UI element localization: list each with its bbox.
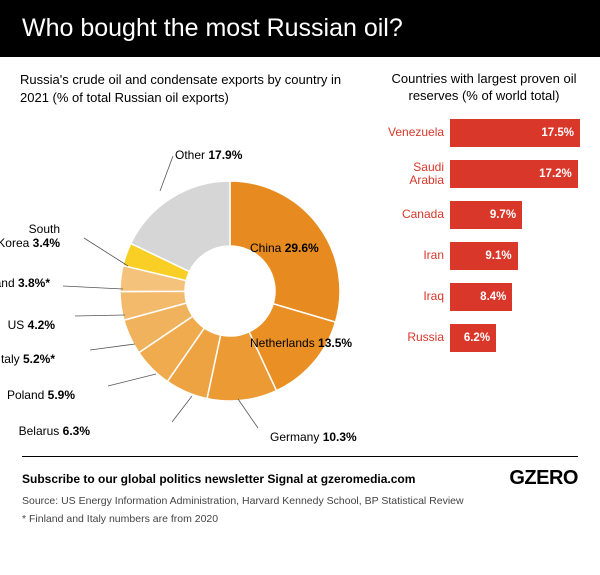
bar-country-label: Iran	[388, 249, 450, 262]
leader-line	[160, 156, 173, 191]
bar-subtitle: Countries with largest proven oil reserv…	[388, 71, 580, 105]
bar-row: Iran 9.1%	[388, 242, 580, 270]
bar-pct-label: 9.7%	[490, 209, 516, 221]
bar-country-label: Venezuela	[388, 126, 450, 139]
slice-label: US 4.2%	[8, 318, 55, 332]
slice-label: Netherlands 13.5%	[250, 336, 352, 350]
bar-pct-label: 17.5%	[541, 127, 574, 139]
bar-track: 17.5%	[450, 119, 580, 147]
bar-pct-label: 9.1%	[485, 250, 511, 262]
bar-fill: 17.2%	[450, 160, 578, 188]
bar-track: 17.2%	[450, 160, 580, 188]
bar-column: Countries with largest proven oil reserv…	[388, 71, 580, 446]
leader-line	[238, 399, 258, 428]
subscribe-text: Subscribe to our global politics newslet…	[22, 472, 415, 486]
bar-country-label: SaudiArabia	[388, 161, 450, 187]
slice-label: Finland 3.8%*	[0, 276, 50, 290]
leader-line	[108, 374, 156, 386]
pie-subtitle: Russia's crude oil and condensate export…	[20, 71, 370, 106]
bar-pct-label: 6.2%	[464, 332, 490, 344]
bar-row: Iraq 8.4%	[388, 283, 580, 311]
content-area: Russia's crude oil and condensate export…	[0, 57, 600, 456]
bar-fill: 8.4%	[450, 283, 512, 311]
leader-line	[172, 396, 192, 422]
bar-country-label: Russia	[388, 331, 450, 344]
slice-label: China 29.6%	[250, 241, 319, 255]
leader-line	[84, 238, 128, 266]
logo: GZERO	[509, 467, 578, 490]
bar-track: 9.7%	[450, 201, 580, 229]
bar-row: Venezuela 17.5%	[388, 119, 580, 147]
source-text: Source: US Energy Information Administra…	[22, 494, 578, 508]
bar-fill: 6.2%	[450, 324, 496, 352]
bar-pct-label: 8.4%	[480, 291, 506, 303]
asterisk-note: * Finland and Italy numbers are from 202…	[22, 512, 578, 526]
bar-track: 9.1%	[450, 242, 580, 270]
bar-chart: Venezuela 17.5% SaudiArabia 17.2% Canada 9.7%…	[388, 119, 580, 352]
bar-track: 6.2%	[450, 324, 580, 352]
slice-label: Belarus 6.3%	[19, 424, 90, 438]
bar-row: SaudiArabia 17.2%	[388, 160, 580, 188]
bar-fill: 17.5%	[450, 119, 580, 147]
donut-chart: China 29.6% Netherlands 13.5% Germany 10.3…	[20, 116, 370, 446]
slice-label: Germany 10.3%	[270, 430, 357, 444]
bar-fill: 9.7%	[450, 201, 522, 229]
bar-row: Canada 9.7%	[388, 201, 580, 229]
leader-line	[75, 315, 125, 316]
bar-fill: 9.1%	[450, 242, 518, 270]
bar-track: 8.4%	[450, 283, 580, 311]
page-title: Who bought the most Russian oil?	[22, 14, 403, 42]
bar-pct-label: 17.2%	[539, 168, 572, 180]
pie-column: Russia's crude oil and condensate export…	[20, 71, 370, 446]
slice-label: Other 17.9%	[175, 148, 242, 162]
slice-label: Poland 5.9%	[7, 388, 75, 402]
leader-line	[63, 286, 123, 289]
bar-country-label: Iraq	[388, 290, 450, 303]
slice-label: Italy 5.2%*	[0, 352, 55, 366]
bar-country-label: Canada	[388, 208, 450, 221]
leader-line	[90, 344, 135, 350]
bar-row: Russia 6.2%	[388, 324, 580, 352]
title-bar: Who bought the most Russian oil?	[0, 0, 600, 57]
slice-label: SouthKorea 3.4%	[0, 222, 60, 251]
footer: Subscribe to our global politics newslet…	[0, 457, 600, 540]
